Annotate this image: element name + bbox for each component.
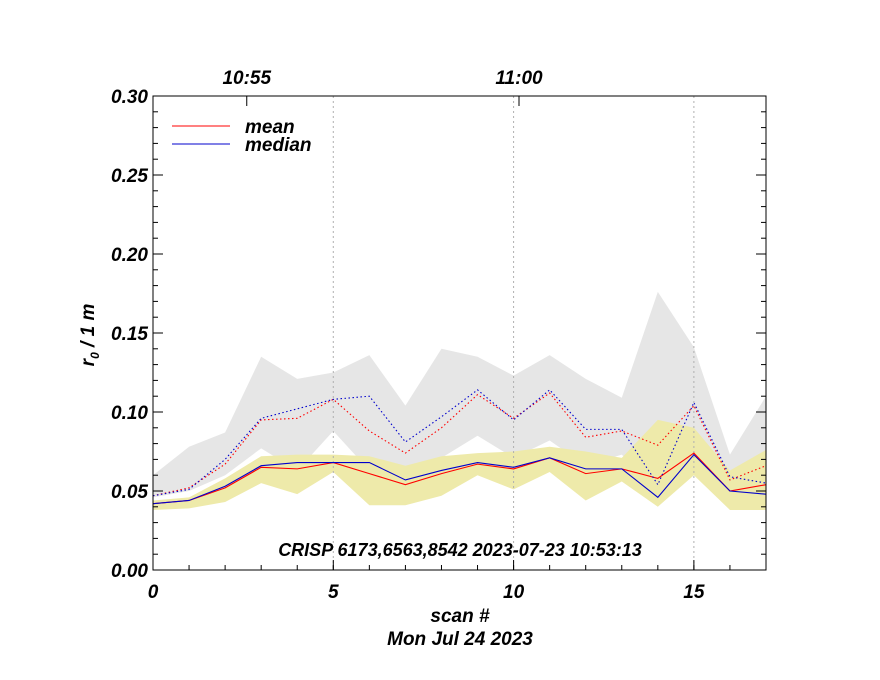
x-tick-label: 0	[148, 582, 159, 603]
ticks-layer: 0.00 0.05 0.10 0.15 0.20 0.25 0.30 0 5 10 15 10:55 1…	[111, 68, 767, 603]
x-axis-title: scan #	[430, 606, 490, 627]
top-tick-label: 10:55	[222, 68, 271, 89]
annotation-text: CRISP 6173,6563,8542 2023-07-23 10:53:13	[278, 540, 642, 560]
y-tick-label: 0.05	[111, 482, 148, 503]
y-axis-title-text: r0 / 1 m	[78, 304, 102, 367]
band-spread	[153, 419, 766, 510]
series-line-mean-upper	[152, 392, 767, 497]
y-tick-label: 0.10	[111, 403, 148, 424]
bands-layer	[153, 291, 766, 510]
series-line-mean	[152, 452, 767, 505]
x-tick-label: 5	[328, 582, 339, 603]
y-axis-title-main: r	[78, 357, 99, 366]
y-tick-label: 0.00	[111, 561, 148, 582]
band-max-range	[153, 291, 766, 498]
x-tick-label: 15	[683, 582, 705, 603]
gridlines-layer	[332, 96, 695, 570]
x-tick-label: 10	[503, 582, 525, 603]
y-tick-label: 0.15	[111, 324, 148, 345]
series-line-median	[152, 453, 767, 505]
series-layer	[152, 389, 767, 505]
legend-label-median: median	[245, 135, 312, 156]
y-axis-title-rest: / 1 m	[78, 304, 99, 353]
date-label: Mon Jul 24 2023	[387, 629, 533, 650]
legend-label-mean: mean	[245, 117, 295, 138]
y-axis-title: r0 / 1 m	[78, 304, 102, 367]
y-tick-label: 0.30	[111, 87, 148, 108]
y-tick-label: 0.25	[111, 166, 148, 187]
y-tick-label: 0.20	[111, 245, 148, 266]
top-tick-label: 11:00	[495, 68, 543, 89]
y-axis-title-subscript: 0	[88, 352, 102, 359]
series-line-median-upper	[152, 389, 767, 497]
